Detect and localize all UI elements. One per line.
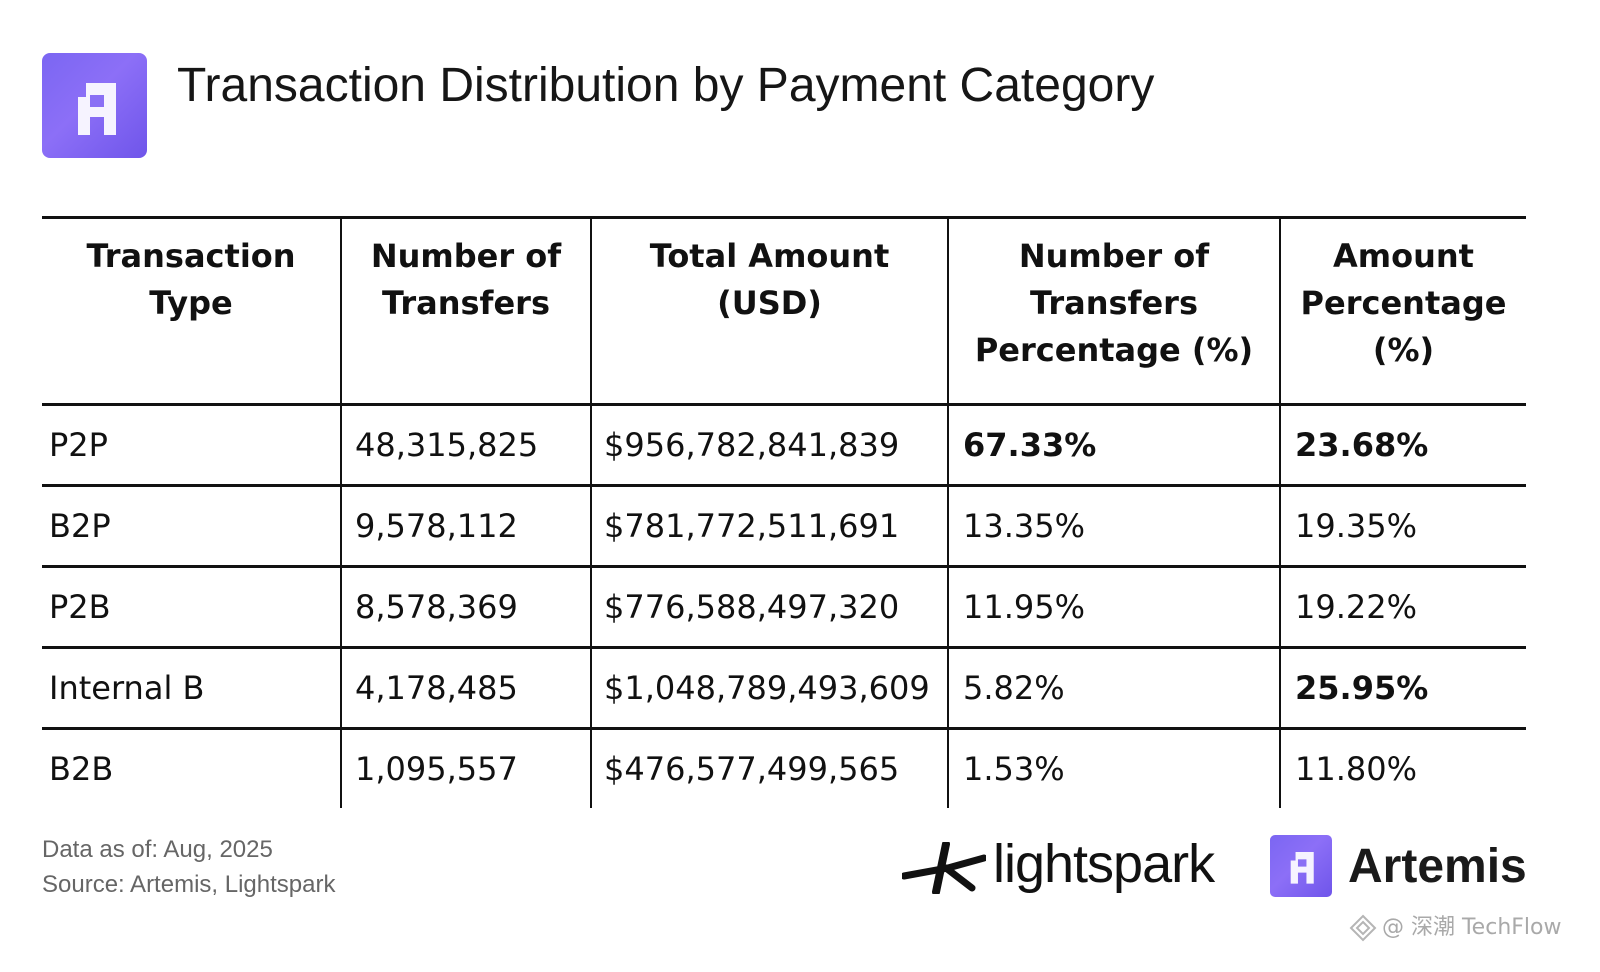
cell-total-amount: $1,048,789,493,609 bbox=[590, 647, 948, 729]
cell-transaction-type: Internal B bbox=[49, 669, 205, 707]
lightspark-logo-icon bbox=[900, 840, 988, 898]
watermark: @ 深潮 TechFlow bbox=[1348, 913, 1561, 943]
artemis-logo-icon bbox=[1270, 835, 1332, 897]
cell-transaction-type: B2B bbox=[49, 750, 114, 788]
cell-transfers-percentage: 13.35% bbox=[947, 485, 1280, 567]
cell-amount-percentage: 23.68% bbox=[1279, 404, 1526, 486]
cell-amount-percentage: 19.22% bbox=[1279, 566, 1526, 648]
artemis-wordmark: Artemis bbox=[1348, 840, 1527, 893]
cell-amount-percentage: 25.95% bbox=[1279, 647, 1526, 729]
page-title: Transaction Distribution by Payment Cate… bbox=[177, 59, 1155, 112]
cell-transfers-percentage: 11.95% bbox=[947, 566, 1280, 648]
table-row: B2B 1,095,557 $476,577,499,565 1.53% 11.… bbox=[42, 728, 1526, 808]
cell-total-amount: $776,588,497,320 bbox=[590, 566, 948, 648]
cell-number-of-transfers: 8,578,369 bbox=[340, 566, 591, 648]
watermark-logo-icon bbox=[1349, 914, 1377, 942]
cell-total-amount: $781,772,511,691 bbox=[590, 485, 948, 567]
column-header-transaction-type: Transaction Type bbox=[86, 237, 296, 322]
lightspark-wordmark: lightspark bbox=[993, 834, 1215, 894]
table-header-row: Transaction Type Number of Transfers Tot… bbox=[42, 217, 1526, 405]
table-row: B2P 9,578,112 $781,772,511,691 13.35% 19… bbox=[42, 485, 1526, 567]
table-row: P2B 8,578,369 $776,588,497,320 11.95% 19… bbox=[42, 566, 1526, 648]
cell-number-of-transfers: 48,315,825 bbox=[340, 404, 591, 486]
cell-number-of-transfers: 4,178,485 bbox=[340, 647, 591, 729]
cell-amount-percentage: 19.35% bbox=[1279, 485, 1526, 567]
cell-total-amount: $476,577,499,565 bbox=[590, 728, 948, 808]
cell-transaction-type: B2P bbox=[49, 507, 111, 545]
cell-transfers-percentage: 67.33% bbox=[947, 404, 1280, 486]
column-header-amount-percentage: Amount Percentage (%) bbox=[1279, 217, 1526, 405]
cell-transaction-type: P2B bbox=[49, 588, 111, 626]
artemis-logo-icon bbox=[42, 53, 147, 158]
transaction-distribution-table: Transaction Type Number of Transfers Tot… bbox=[42, 216, 1526, 808]
watermark-text: @ 深潮 TechFlow bbox=[1382, 915, 1562, 940]
cell-total-amount: $956,782,841,839 bbox=[590, 404, 948, 486]
cell-transfers-percentage: 1.53% bbox=[947, 728, 1280, 808]
cell-transaction-type: P2P bbox=[49, 426, 108, 464]
data-as-of-note: Data as of: Aug, 2025 bbox=[42, 836, 273, 863]
column-header-transfers-percentage: Number of Transfers Percentage (%) bbox=[947, 217, 1280, 405]
cell-amount-percentage: 11.80% bbox=[1279, 728, 1526, 808]
column-header-number-of-transfers: Number of Transfers bbox=[340, 217, 591, 405]
table-row: Internal B 4,178,485 $1,048,789,493,609 … bbox=[42, 647, 1526, 729]
cell-number-of-transfers: 9,578,112 bbox=[340, 485, 591, 567]
cell-transfers-percentage: 5.82% bbox=[947, 647, 1280, 729]
column-header-total-amount: Total Amount (USD) bbox=[590, 217, 948, 405]
source-note: Source: Artemis, Lightspark bbox=[42, 871, 336, 898]
table-row: P2P 48,315,825 $956,782,841,839 67.33% 2… bbox=[42, 404, 1526, 486]
cell-number-of-transfers: 1,095,557 bbox=[340, 728, 591, 808]
